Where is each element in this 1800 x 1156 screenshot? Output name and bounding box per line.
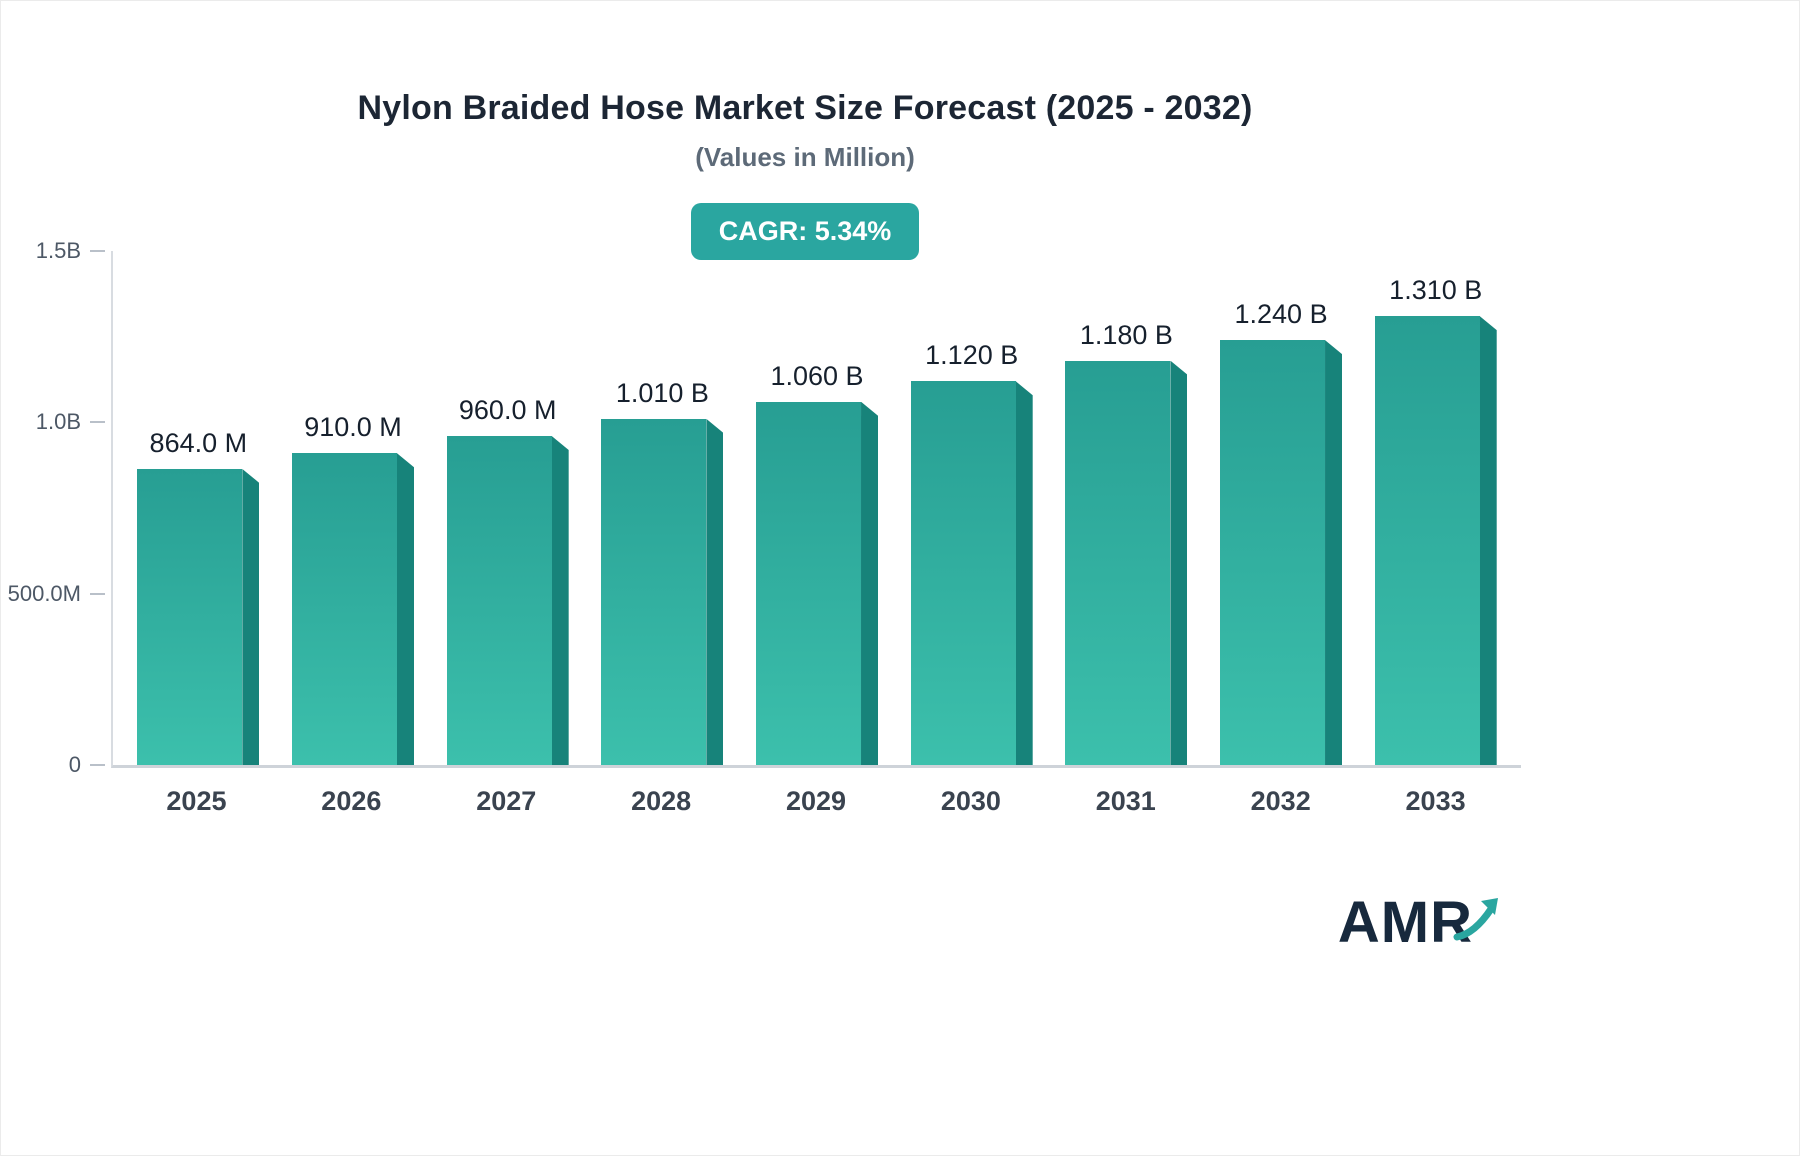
x-axis-label: 2025: [166, 786, 227, 816]
bar-value-label: 864.0 M: [149, 427, 248, 458]
bar-group: 1.060 B: [740, 251, 895, 765]
bar-2025[interactable]: [137, 468, 260, 765]
bar-2032[interactable]: [1220, 340, 1343, 765]
bar-side-face: [1015, 381, 1033, 765]
y-tick: 0: [1, 752, 105, 778]
bar-front-face: [137, 468, 243, 765]
x-axis-label: 2031: [1095, 786, 1156, 816]
bar-group: 910.0 M: [276, 251, 431, 765]
bar-value-label: 1.240 B: [1234, 299, 1328, 330]
bar-2029[interactable]: [756, 401, 879, 765]
bar-value-label: 1.310 B: [1389, 275, 1483, 306]
y-tick: 1.5B: [1, 238, 105, 264]
bar-2028[interactable]: [601, 418, 724, 765]
bar-side-face: [1170, 360, 1188, 765]
bar-front-face: [910, 381, 1016, 765]
amr-logo: AMR: [1338, 889, 1503, 956]
x-axis-label: 2027: [476, 786, 537, 816]
chart-subtitle: (Values in Million): [695, 142, 915, 172]
bar-value-label: 1.120 B: [925, 340, 1019, 371]
y-tick-mark: [90, 250, 105, 252]
y-tick-mark: [90, 592, 105, 595]
bar-front-face: [1065, 360, 1171, 765]
x-axis-label: 2033: [1405, 786, 1466, 816]
y-tick-label: 1.5B: [35, 238, 81, 263]
y-tick-label: 500.0M: [7, 580, 81, 606]
bar-front-face: [1220, 340, 1326, 765]
bar-group: 864.0 M: [121, 251, 276, 765]
bar-front-face: [756, 401, 862, 765]
bar-side-face: [397, 453, 414, 765]
cagr-badge: CAGR: 5.34%: [690, 203, 920, 260]
bar-side-face: [242, 468, 260, 765]
bar-group: 1.310 B: [1358, 251, 1513, 765]
chart-title: Nylon Braided Hose Market Size Forecast …: [357, 89, 1253, 127]
bar-front-face: [446, 436, 552, 765]
bar-2031[interactable]: [1065, 360, 1188, 765]
bar-2026[interactable]: [292, 453, 414, 765]
x-axis-label: 2026: [321, 786, 382, 816]
bar-value-label: 1.060 B: [770, 360, 864, 391]
x-axis-label: 2028: [631, 786, 692, 816]
bar-value-label: 1.010 B: [615, 377, 709, 408]
bar-group: 1.240 B: [1204, 251, 1359, 765]
bar-side-face: [551, 436, 569, 765]
footer: AMR: [1, 889, 1799, 956]
y-tick: 500.0M: [1, 581, 105, 607]
bar-group: 1.010 B: [585, 251, 740, 765]
y-tick-mark: [90, 421, 105, 424]
bar-2033[interactable]: [1374, 316, 1497, 765]
chart-header: Nylon Braided Hose Market Size Forecast …: [1, 89, 1799, 260]
x-axis-label: 2030: [940, 786, 1001, 816]
y-tick-mark: [90, 764, 105, 766]
plot-area: 1.5B 1.0B 500.0M 0 864.0 M 910.0 M 960.0 M…: [8, 238, 1521, 777]
bar-value-label: 910.0 M: [304, 412, 402, 443]
logo-arrow-icon: [1453, 897, 1498, 940]
x-axis-label: 2029: [785, 786, 847, 816]
bar-front-face: [601, 418, 707, 765]
bars-container: 864.0 M 910.0 M 960.0 M 1.010 B 1.060 B 1.120…: [113, 251, 1521, 765]
y-tick: 1.0B: [1, 409, 105, 435]
bar-group: 1.180 B: [1049, 251, 1204, 765]
y-tick-label: 1.0B: [35, 409, 81, 435]
bar-side-face: [1479, 316, 1497, 765]
y-tick-label: 0: [68, 752, 81, 777]
bar-value-label: 1.180 B: [1079, 319, 1173, 350]
bar-2030[interactable]: [910, 381, 1033, 765]
x-axis-label: 2032: [1250, 786, 1311, 816]
bar-side-face: [861, 401, 879, 765]
x-axis-labels: 2025 2026 2027 2028 2029 2030 2031 2032 2033: [111, 786, 1521, 817]
bar-side-face: [1325, 340, 1343, 765]
bar-side-face: [706, 418, 724, 765]
bar-group: 1.120 B: [894, 251, 1049, 765]
amr-logo-text: AMR: [1337, 890, 1473, 955]
bar-front-face: [292, 453, 397, 765]
bar-front-face: [1374, 316, 1480, 765]
bar-group: 960.0 M: [430, 251, 585, 765]
bar-2027[interactable]: [446, 436, 569, 765]
bar-value-label: 960.0 M: [458, 395, 557, 426]
